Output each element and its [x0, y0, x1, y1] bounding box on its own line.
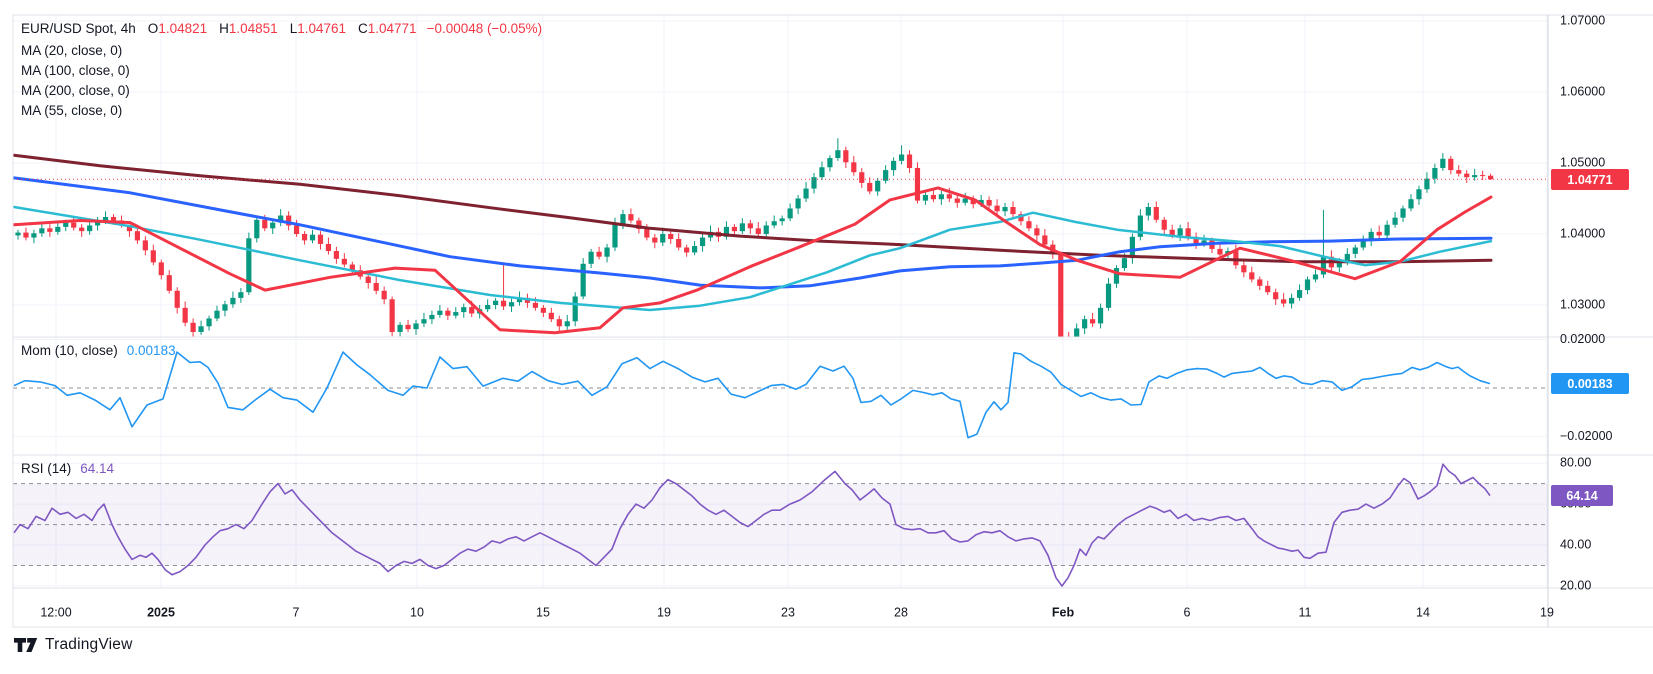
ohlc-high-value: 1.04851 [228, 21, 278, 36]
ma-55-line [12, 205, 1493, 312]
ma-100-legend[interactable]: MA (100, close, 0) [21, 63, 130, 78]
svg-text:−0.02000: −0.02000 [1560, 429, 1613, 443]
current-price-badge: 1.04771 [1551, 169, 1629, 190]
svg-text:6: 6 [1184, 605, 1191, 619]
moving-averages [12, 153, 1493, 335]
tradingview-logo-text: TradingView [45, 636, 133, 653]
pane-borders [12, 14, 1653, 628]
svg-text:11: 11 [1299, 605, 1312, 619]
candles[interactable] [15, 138, 1494, 338]
momentum-label: Mom (10, close) [21, 343, 118, 358]
symbol-legend[interactable]: EUR/USD Spot, 4h O1.04821 H1.04851 L1.04… [21, 21, 542, 36]
momentum-legend[interactable]: Mom (10, close) 0.00183 [21, 343, 176, 358]
ohlc-open-value: 1.04821 [158, 21, 208, 36]
ohlc-low-value: 1.04761 [297, 21, 347, 36]
svg-text:1.03000: 1.03000 [1560, 297, 1605, 311]
tradingview-logo-icon [14, 638, 38, 652]
svg-text:1.05000: 1.05000 [1560, 155, 1605, 169]
svg-text:28: 28 [894, 605, 908, 619]
ma-200-legend[interactable]: MA (200, close, 0) [21, 83, 130, 98]
svg-text:0.02000: 0.02000 [1560, 332, 1605, 346]
rsi-value-badge: 64.14 [1551, 485, 1613, 506]
momentum-plot [13, 351, 1491, 439]
svg-text:Feb: Feb [1052, 605, 1075, 619]
rsi-plot [13, 463, 1491, 587]
momentum-value: 0.00183 [126, 343, 176, 358]
ma-20-legend[interactable]: MA (20, close, 0) [21, 43, 123, 58]
change-value: −0.00048 (−0.05%) [426, 21, 543, 36]
svg-text:14: 14 [1416, 605, 1430, 619]
svg-text:7: 7 [293, 605, 300, 619]
ma-20-line [12, 186, 1493, 335]
symbol-title: EUR/USD Spot, 4h [21, 21, 136, 36]
svg-text:1.07000: 1.07000 [1560, 13, 1605, 27]
tradingview-logo[interactable]: TradingView [14, 636, 133, 654]
momentum-line [13, 351, 1491, 439]
ohlc-low-label: L [289, 21, 298, 36]
svg-text:1.04000: 1.04000 [1560, 226, 1605, 240]
svg-text:19: 19 [1540, 605, 1554, 619]
ohlc-high-label: H [219, 21, 229, 36]
svg-text:1.06000: 1.06000 [1560, 84, 1605, 98]
svg-text:15: 15 [536, 605, 550, 619]
rsi-label: RSI (14) [21, 461, 72, 476]
ma-55-legend[interactable]: MA (55, close, 0) [21, 103, 123, 118]
svg-text:10: 10 [410, 605, 424, 619]
svg-text:23: 23 [781, 605, 795, 619]
ma-100-line [12, 176, 1493, 290]
svg-text:2025: 2025 [147, 605, 175, 619]
momentum-value-badge: 0.00183 [1551, 373, 1629, 394]
time-axis-labels: 12:00 2025 7 10 15 19 23 28 Feb 6 11 14 19 [40, 605, 1554, 619]
svg-text:19: 19 [657, 605, 671, 619]
ohlc-close-value: 1.04771 [367, 21, 417, 36]
ma-200-line [12, 153, 1493, 264]
rsi-value: 64.14 [80, 461, 115, 476]
svg-text:40.00: 40.00 [1560, 537, 1591, 551]
svg-text:20.00: 20.00 [1560, 578, 1591, 592]
horizontal-gridlines [13, 20, 1548, 587]
rsi-legend[interactable]: RSI (14) 64.14 [21, 461, 114, 476]
svg-text:12:00: 12:00 [40, 605, 71, 619]
price-axis-labels: 1.07000 1.06000 1.05000 1.04000 1.03000 0.020… [1560, 13, 1613, 592]
svg-text:80.00: 80.00 [1560, 455, 1591, 469]
ohlc-open-label: O [147, 21, 159, 36]
rsi-line [13, 463, 1491, 587]
ohlc-close-label: C [358, 21, 368, 36]
ma-legend-list: MA (20, close, 0) MA (100, close, 0) MA … [21, 41, 130, 121]
